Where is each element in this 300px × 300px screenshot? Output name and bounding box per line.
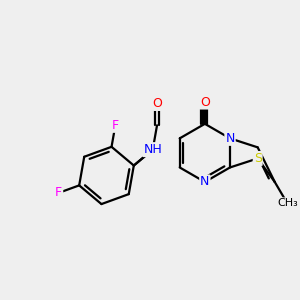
Text: F: F [55, 186, 62, 199]
Text: O: O [152, 97, 162, 110]
Text: N: N [225, 132, 235, 145]
Text: O: O [200, 95, 210, 109]
Text: S: S [254, 152, 262, 165]
Text: NH: NH [143, 143, 162, 156]
Text: N: N [200, 176, 209, 188]
Text: F: F [112, 119, 119, 132]
Text: CH₃: CH₃ [277, 198, 298, 208]
